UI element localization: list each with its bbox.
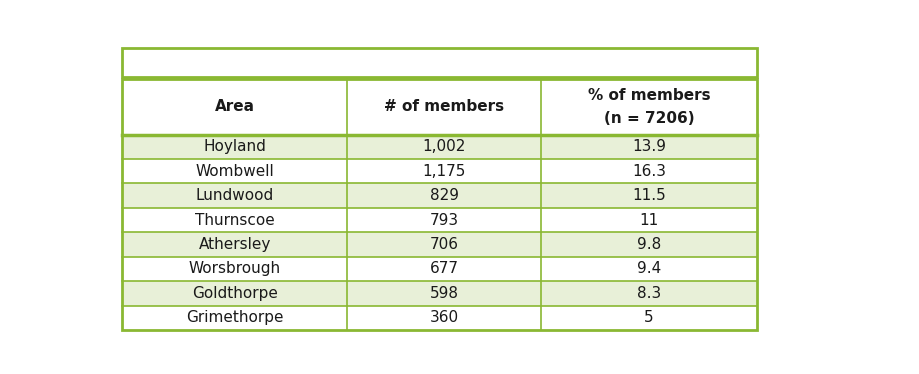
Text: 706: 706	[429, 237, 459, 252]
Bar	[122, 208, 756, 232]
Bar	[122, 281, 756, 306]
Text: 11.5: 11.5	[631, 188, 665, 203]
Text: 16.3: 16.3	[631, 164, 665, 179]
Text: 9.8: 9.8	[636, 237, 660, 252]
Text: 829: 829	[429, 188, 459, 203]
Text: 1,002: 1,002	[422, 139, 465, 154]
Text: Goldthorpe: Goldthorpe	[192, 286, 278, 301]
Text: # of members: # of members	[384, 99, 504, 114]
Text: Lundwood: Lundwood	[196, 188, 274, 203]
Text: 8.3: 8.3	[636, 286, 660, 301]
Text: Wombwell: Wombwell	[195, 164, 274, 179]
Bar	[122, 232, 756, 257]
Text: % of members
(n = 7206): % of members (n = 7206)	[587, 88, 709, 126]
Text: 677: 677	[429, 261, 459, 276]
Bar	[122, 79, 756, 135]
Bar	[122, 79, 756, 330]
Bar	[122, 257, 756, 281]
Text: Area: Area	[214, 99, 255, 114]
Text: Thurnscoe: Thurnscoe	[195, 212, 275, 227]
Text: 598: 598	[429, 286, 459, 301]
Text: 793: 793	[429, 212, 459, 227]
Text: Grimethorpe: Grimethorpe	[186, 310, 283, 325]
Bar	[122, 48, 756, 77]
Text: Worsbrough: Worsbrough	[188, 261, 280, 276]
Bar	[122, 159, 756, 183]
Bar	[122, 183, 756, 208]
Text: 11: 11	[639, 212, 658, 227]
Text: Athersley: Athersley	[199, 237, 271, 252]
Text: 360: 360	[429, 310, 459, 325]
Bar	[122, 306, 756, 330]
Text: 13.9: 13.9	[631, 139, 665, 154]
Text: 9.4: 9.4	[636, 261, 660, 276]
Text: 1,175: 1,175	[422, 164, 465, 179]
Text: Hoyland: Hoyland	[203, 139, 266, 154]
Text: 5: 5	[643, 310, 652, 325]
Bar	[122, 135, 756, 159]
